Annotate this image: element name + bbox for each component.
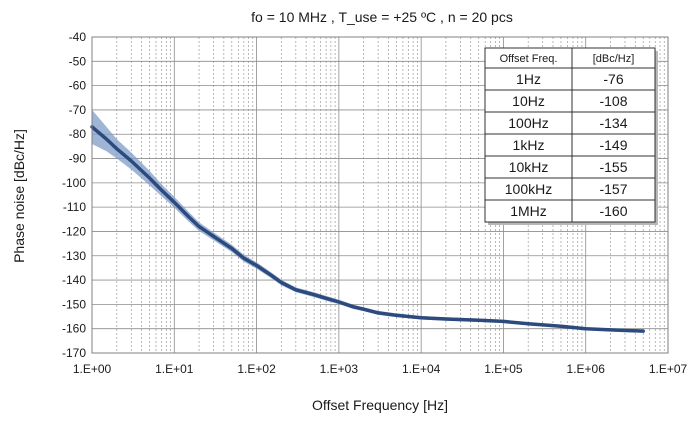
y-tick-label: -140	[62, 273, 86, 287]
plot-frame	[91, 36, 669, 354]
y-axis-label: Phase noise [dBc/Hz]	[11, 129, 27, 263]
table-cell: -157	[599, 181, 627, 197]
x-tick-label: 1.E+03	[320, 362, 359, 376]
y-tick-label: -50	[69, 54, 87, 68]
table-box	[484, 47, 656, 223]
table-cell: -108	[599, 93, 627, 109]
y-tick-label: -150	[62, 297, 86, 311]
y-tick-label: -60	[69, 79, 87, 93]
table-cell: -134	[599, 115, 627, 131]
x-tick-label: 1.E+04	[402, 362, 441, 376]
table-header-cell: [dBc/Hz]	[593, 53, 635, 65]
y-tick-label: -90	[69, 152, 87, 166]
table-cell: 1Hz	[516, 71, 541, 87]
table-header-cell: Offset Freq.	[500, 53, 558, 65]
table-cell: 1MHz	[510, 203, 547, 219]
table-cell: 10kHz	[509, 159, 549, 175]
x-tick-label: 1.E+06	[567, 362, 606, 376]
y-tick-label: -110	[63, 200, 86, 214]
series-layer	[90, 109, 645, 333]
y-tick-label: -70	[69, 103, 87, 117]
x-axis-label: Offset Frequency [Hz]	[312, 397, 448, 413]
chart-title: fo = 10 MHz , T_use = +25 ºC , n = 20 pc…	[251, 9, 513, 25]
table-cell: -155	[599, 159, 627, 175]
y-tick-label: -100	[62, 176, 86, 190]
table-cell: 100kHz	[505, 181, 552, 197]
x-tick-label: 1.E+01	[155, 362, 194, 376]
table-cell: 100Hz	[508, 115, 548, 131]
y-tick-label: -40	[69, 30, 87, 44]
table-cell: -160	[599, 203, 627, 219]
y-tick-label: -120	[62, 224, 86, 238]
x-tick-label: 1.E+05	[484, 362, 523, 376]
x-tick-label: 1.E+02	[237, 362, 276, 376]
x-tick-label: 1.E+07	[649, 362, 688, 376]
offset-frequency-table: Offset Freq. [dBc/Hz] 1Hz -76 10Hz -108 100Hz -…	[484, 47, 658, 225]
tick-label-layer: 1.E+00 1.E+01 1.E+02 1.E+03 1.E+04 1.E+05 1.E+…	[62, 30, 688, 376]
y-tick-label: -130	[62, 249, 86, 263]
table-cell: -76	[603, 71, 623, 87]
series-line	[90, 125, 645, 333]
y-tick-label: -80	[69, 127, 87, 141]
table-cell: 1kHz	[513, 137, 545, 153]
y-tick-label: -170	[62, 346, 86, 360]
table-cell: 10Hz	[512, 93, 545, 109]
table-cell: -149	[599, 137, 627, 153]
y-tick-label: -160	[62, 322, 86, 336]
x-tick-label: 1.E+00	[73, 362, 112, 376]
